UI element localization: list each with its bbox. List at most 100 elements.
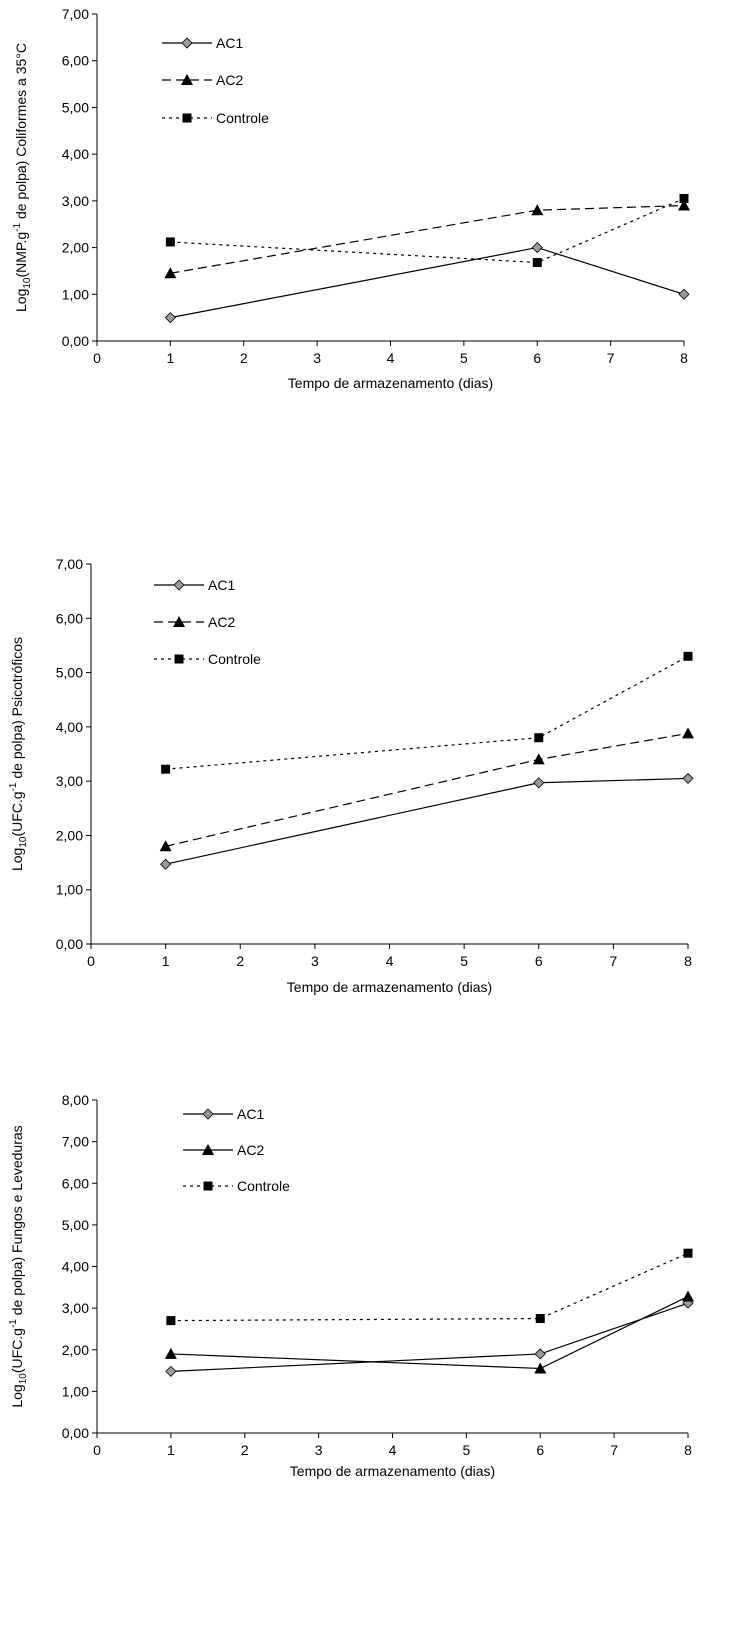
- data-point: [682, 772, 694, 784]
- y-axis-label-part: -1: [8, 1319, 19, 1328]
- y-tick-label: 0,00: [62, 333, 89, 349]
- x-tick-label: 6: [533, 350, 541, 366]
- legend-marker: [182, 113, 192, 123]
- data-point: [532, 753, 545, 765]
- y-tick-label: 7,00: [62, 6, 89, 22]
- series-ac2: [159, 727, 694, 852]
- legend-item-controle: Controle: [154, 651, 261, 667]
- x-tick-label: 4: [389, 1442, 397, 1458]
- x-axis-label: Tempo de armazenamento (dias): [288, 375, 493, 391]
- y-tick-label: 2,00: [62, 1342, 89, 1358]
- x-tick-label: 3: [311, 953, 319, 969]
- legend-label: AC1: [216, 35, 243, 51]
- legend-item-ac1: AC1: [154, 577, 235, 593]
- data-point: [164, 1347, 177, 1359]
- x-tick-label: 8: [680, 350, 688, 366]
- y-tick-label: 1,00: [62, 286, 89, 302]
- y-tick-label: 6,00: [62, 53, 89, 69]
- legend-item-ac2: AC2: [162, 72, 243, 88]
- x-tick-label: 0: [93, 1442, 101, 1458]
- y-tick-label: 5,00: [56, 665, 83, 681]
- x-tick-label: 6: [535, 953, 543, 969]
- x-tick-label: 5: [462, 1442, 470, 1458]
- y-tick-label: 4,00: [56, 719, 83, 735]
- legend-label: Controle: [237, 1178, 290, 1194]
- x-tick-label: 8: [684, 953, 692, 969]
- data-point: [534, 1348, 546, 1360]
- y-axis-label-part: Log: [9, 1384, 25, 1407]
- y-tick-label: 1,00: [62, 1383, 89, 1399]
- y-tick-label: 8,00: [62, 1092, 89, 1108]
- data-point: [165, 1365, 177, 1377]
- x-tick-label: 0: [93, 350, 101, 366]
- series-line: [170, 1295, 689, 1370]
- series-controle: [165, 194, 689, 268]
- data-point: [534, 1362, 547, 1374]
- series-ac2: [164, 199, 690, 279]
- legend-marker: [203, 1181, 213, 1191]
- legend-item-ac1: AC1: [183, 1106, 264, 1122]
- data-point: [159, 840, 172, 852]
- y-axis-label-part: de polpa) Fungos e Leveduras: [9, 1125, 25, 1319]
- data-point: [534, 733, 544, 743]
- x-tick-label: 3: [315, 1442, 323, 1458]
- y-tick-label: 7,00: [56, 556, 83, 572]
- x-tick-label: 2: [236, 953, 244, 969]
- series-line: [170, 1252, 689, 1322]
- series-line: [170, 1302, 689, 1372]
- data-point: [166, 1316, 176, 1326]
- legend-item-controle: Controle: [183, 1178, 290, 1194]
- data-point: [531, 204, 544, 216]
- chart-1: 0,00 1,00 2,00 3,00 4,00 5,00 6,00 7,00 0 1 2 3 4 5 6 7…: [12, 6, 690, 391]
- data-point: [682, 727, 694, 739]
- y-tick-label: 3,00: [62, 193, 89, 209]
- series-ac1: [160, 772, 694, 870]
- legend-marker: [202, 1144, 214, 1155]
- data-point: [683, 651, 693, 661]
- data-point: [679, 194, 689, 204]
- y-tick-label: 3,00: [62, 1300, 89, 1316]
- series-ac2: [164, 1290, 694, 1374]
- y-axis-label-part: -1: [12, 223, 23, 232]
- legend-marker: [181, 37, 193, 49]
- y-axis-label-part: -1: [8, 782, 19, 791]
- data-point: [533, 777, 545, 789]
- x-tick-label: 6: [536, 1442, 544, 1458]
- y-axis-label: Log10(UFC.g-1 de polpa) Psicotróficos: [8, 637, 29, 871]
- y-axis-label-part: 10: [18, 1373, 29, 1385]
- x-tick-label: 0: [87, 953, 95, 969]
- y-axis-label-part: de polpa) Psicotróficos: [9, 637, 25, 783]
- y-axis-label-part: (UFC.g: [9, 791, 25, 836]
- x-tick-label: 7: [607, 350, 615, 366]
- y-tick-label: 4,00: [62, 1259, 89, 1275]
- y-tick-label: 5,00: [62, 1217, 89, 1233]
- x-axis-label: Tempo de armazenamento (dias): [290, 1463, 495, 1479]
- series-line: [165, 777, 689, 865]
- data-point: [682, 1290, 694, 1302]
- y-tick-label: 5,00: [62, 99, 89, 115]
- legend-marker: [181, 74, 193, 85]
- legend-label: Controle: [208, 651, 261, 667]
- legend-marker: [202, 1108, 214, 1120]
- legend-marker: [173, 579, 185, 591]
- series-line: [165, 655, 689, 770]
- data-point: [678, 199, 690, 211]
- x-tick-label: 4: [386, 953, 394, 969]
- data-point: [164, 267, 177, 279]
- series-controle: [166, 1248, 693, 1326]
- series-line: [165, 732, 689, 847]
- series-ac1: [164, 242, 690, 324]
- data-point: [531, 242, 543, 254]
- y-axis-label: Log10(UFC.g-1 de polpa) Fungos e Levedur…: [8, 1125, 29, 1407]
- x-tick-label: 4: [387, 350, 395, 366]
- data-point: [535, 1314, 545, 1324]
- legend-item-controle: Controle: [162, 110, 269, 126]
- chart-2: 0,00 1,00 2,00 3,00 4,00 5,00 6,00 7,00 0 1 2 3 4 5 6 7…: [8, 556, 694, 995]
- x-tick-label: 1: [162, 953, 170, 969]
- y-tick-label: 7,00: [62, 1134, 89, 1150]
- legend-label: AC2: [208, 614, 235, 630]
- y-tick-label: 2,00: [62, 240, 89, 256]
- x-tick-label: 8: [684, 1442, 692, 1458]
